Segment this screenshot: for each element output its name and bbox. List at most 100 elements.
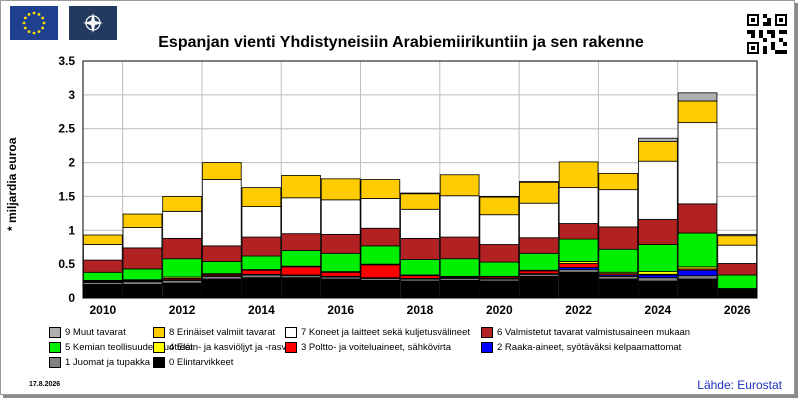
legend-label: 7 Koneet ja laitteet sekä kuljetusväline… (301, 327, 470, 338)
bar-segment (201, 261, 242, 275)
bar-segment (320, 233, 361, 254)
y-tick-label: 2 (68, 156, 75, 170)
legend-swatch (153, 342, 165, 353)
y-tick-label: 1.5 (58, 189, 75, 203)
legend-label: 1 Juomat ja tupakka (65, 357, 151, 368)
bar-segment (519, 181, 559, 183)
legend-label: 3 Poltto- ja voiteluaineet, sähkövirta (301, 342, 451, 353)
bar-segment (122, 227, 163, 249)
bar-segment (638, 280, 678, 299)
bar-stack-2022 (558, 161, 599, 299)
eu-star-icon (42, 21, 46, 25)
eu-star-icon (41, 26, 45, 30)
y-tick-label: 0 (68, 291, 75, 305)
bar-segment (519, 270, 559, 275)
bar-stack-2012 (162, 196, 202, 299)
legend-swatch (49, 327, 61, 338)
bar-segment (479, 261, 520, 277)
bar-segment (519, 181, 559, 204)
bar-segment (717, 290, 758, 299)
y-tick-label: 1 (68, 223, 75, 237)
bar-segment (162, 210, 202, 239)
bar-segment (400, 275, 440, 279)
bar-segment (717, 233, 758, 237)
bar-segment (400, 238, 440, 260)
bar-segment (281, 250, 321, 267)
legend-swatch (481, 342, 493, 353)
bar-segment (400, 280, 440, 299)
bar-segment (320, 278, 361, 299)
bar-segment (519, 237, 559, 254)
y-tick-label: 3.5 (58, 54, 75, 68)
bar-segment (638, 160, 678, 220)
bar-segment (201, 245, 242, 262)
x-tick-label: 2022 (565, 303, 592, 317)
legend-swatch (285, 327, 297, 338)
bar-segment (439, 174, 480, 197)
bar-stack-2019 (439, 174, 480, 299)
y-tick-label: 0.5 (58, 257, 75, 271)
bar-stack-2021 (519, 181, 559, 299)
y-tick-label: 2.5 (58, 122, 75, 136)
bar-segment (479, 280, 520, 299)
bar-segment (558, 269, 599, 273)
legend-label: 4 Eläin- ja kasviöljyt ja -rasvat (169, 342, 295, 353)
bar-segment (717, 244, 758, 264)
bar-stack-2011 (122, 213, 163, 299)
bar-segment (677, 122, 718, 205)
bar-segment (400, 193, 440, 210)
bar-segment (241, 187, 282, 207)
bar-segment (241, 269, 282, 275)
legend-label: 5 Kemian teollisuuden tuotteet (65, 342, 193, 353)
bar-segment (558, 161, 599, 189)
x-tick-label: 2016 (327, 303, 354, 317)
bar-segment (598, 173, 639, 191)
bar-segment (82, 284, 123, 299)
bar-stack-2017 (360, 179, 401, 299)
bar-segment (638, 137, 678, 142)
bar-segment (638, 219, 678, 245)
bar-segment (479, 214, 520, 245)
bar-segment (201, 162, 242, 180)
bar-segment (519, 202, 559, 239)
legend-swatch (153, 327, 165, 338)
bar-stack-2014 (241, 187, 282, 299)
bar-segment (558, 271, 599, 299)
eu-star-icon (41, 16, 45, 20)
bar-segment (439, 279, 480, 299)
bar-segment (558, 223, 599, 240)
plot-border (82, 60, 758, 299)
bar-segment (558, 238, 599, 262)
eu-star-icon (22, 21, 26, 25)
eu-star-icon (37, 30, 41, 34)
eu-star-icon (37, 12, 41, 16)
y-tick-label: 3 (68, 88, 75, 102)
x-tick-label: 2014 (248, 303, 275, 317)
bar-stack-2023 (598, 173, 639, 299)
bar-segment (320, 178, 361, 201)
bar-segment (479, 196, 520, 198)
bar-segment (558, 263, 599, 268)
legend-label: 0 Elintarvikkeet (169, 357, 234, 368)
bar-segment (439, 258, 480, 277)
bar-segment (638, 274, 678, 279)
bar-segment (201, 278, 242, 299)
legend-swatch (49, 342, 61, 353)
bar-segment (638, 244, 678, 272)
bar-segment (677, 269, 718, 277)
chart-title: Espanjan vienti Yhdistyneisiin Arabiemii… (158, 34, 644, 51)
bar-segment (122, 213, 163, 228)
bar-segment (598, 278, 639, 299)
bar-segment (82, 259, 123, 273)
bar-stack-2024 (638, 137, 678, 299)
bar-segment (241, 236, 282, 257)
bar-segment (162, 196, 202, 212)
legend-swatch (285, 342, 297, 353)
bar-segment (320, 271, 361, 277)
bar-segment (281, 197, 321, 235)
bar-segment (677, 203, 718, 234)
bar-segment (320, 252, 361, 272)
bar-segment (677, 232, 718, 268)
bar-segment (598, 248, 639, 273)
bar-segment (717, 235, 758, 246)
